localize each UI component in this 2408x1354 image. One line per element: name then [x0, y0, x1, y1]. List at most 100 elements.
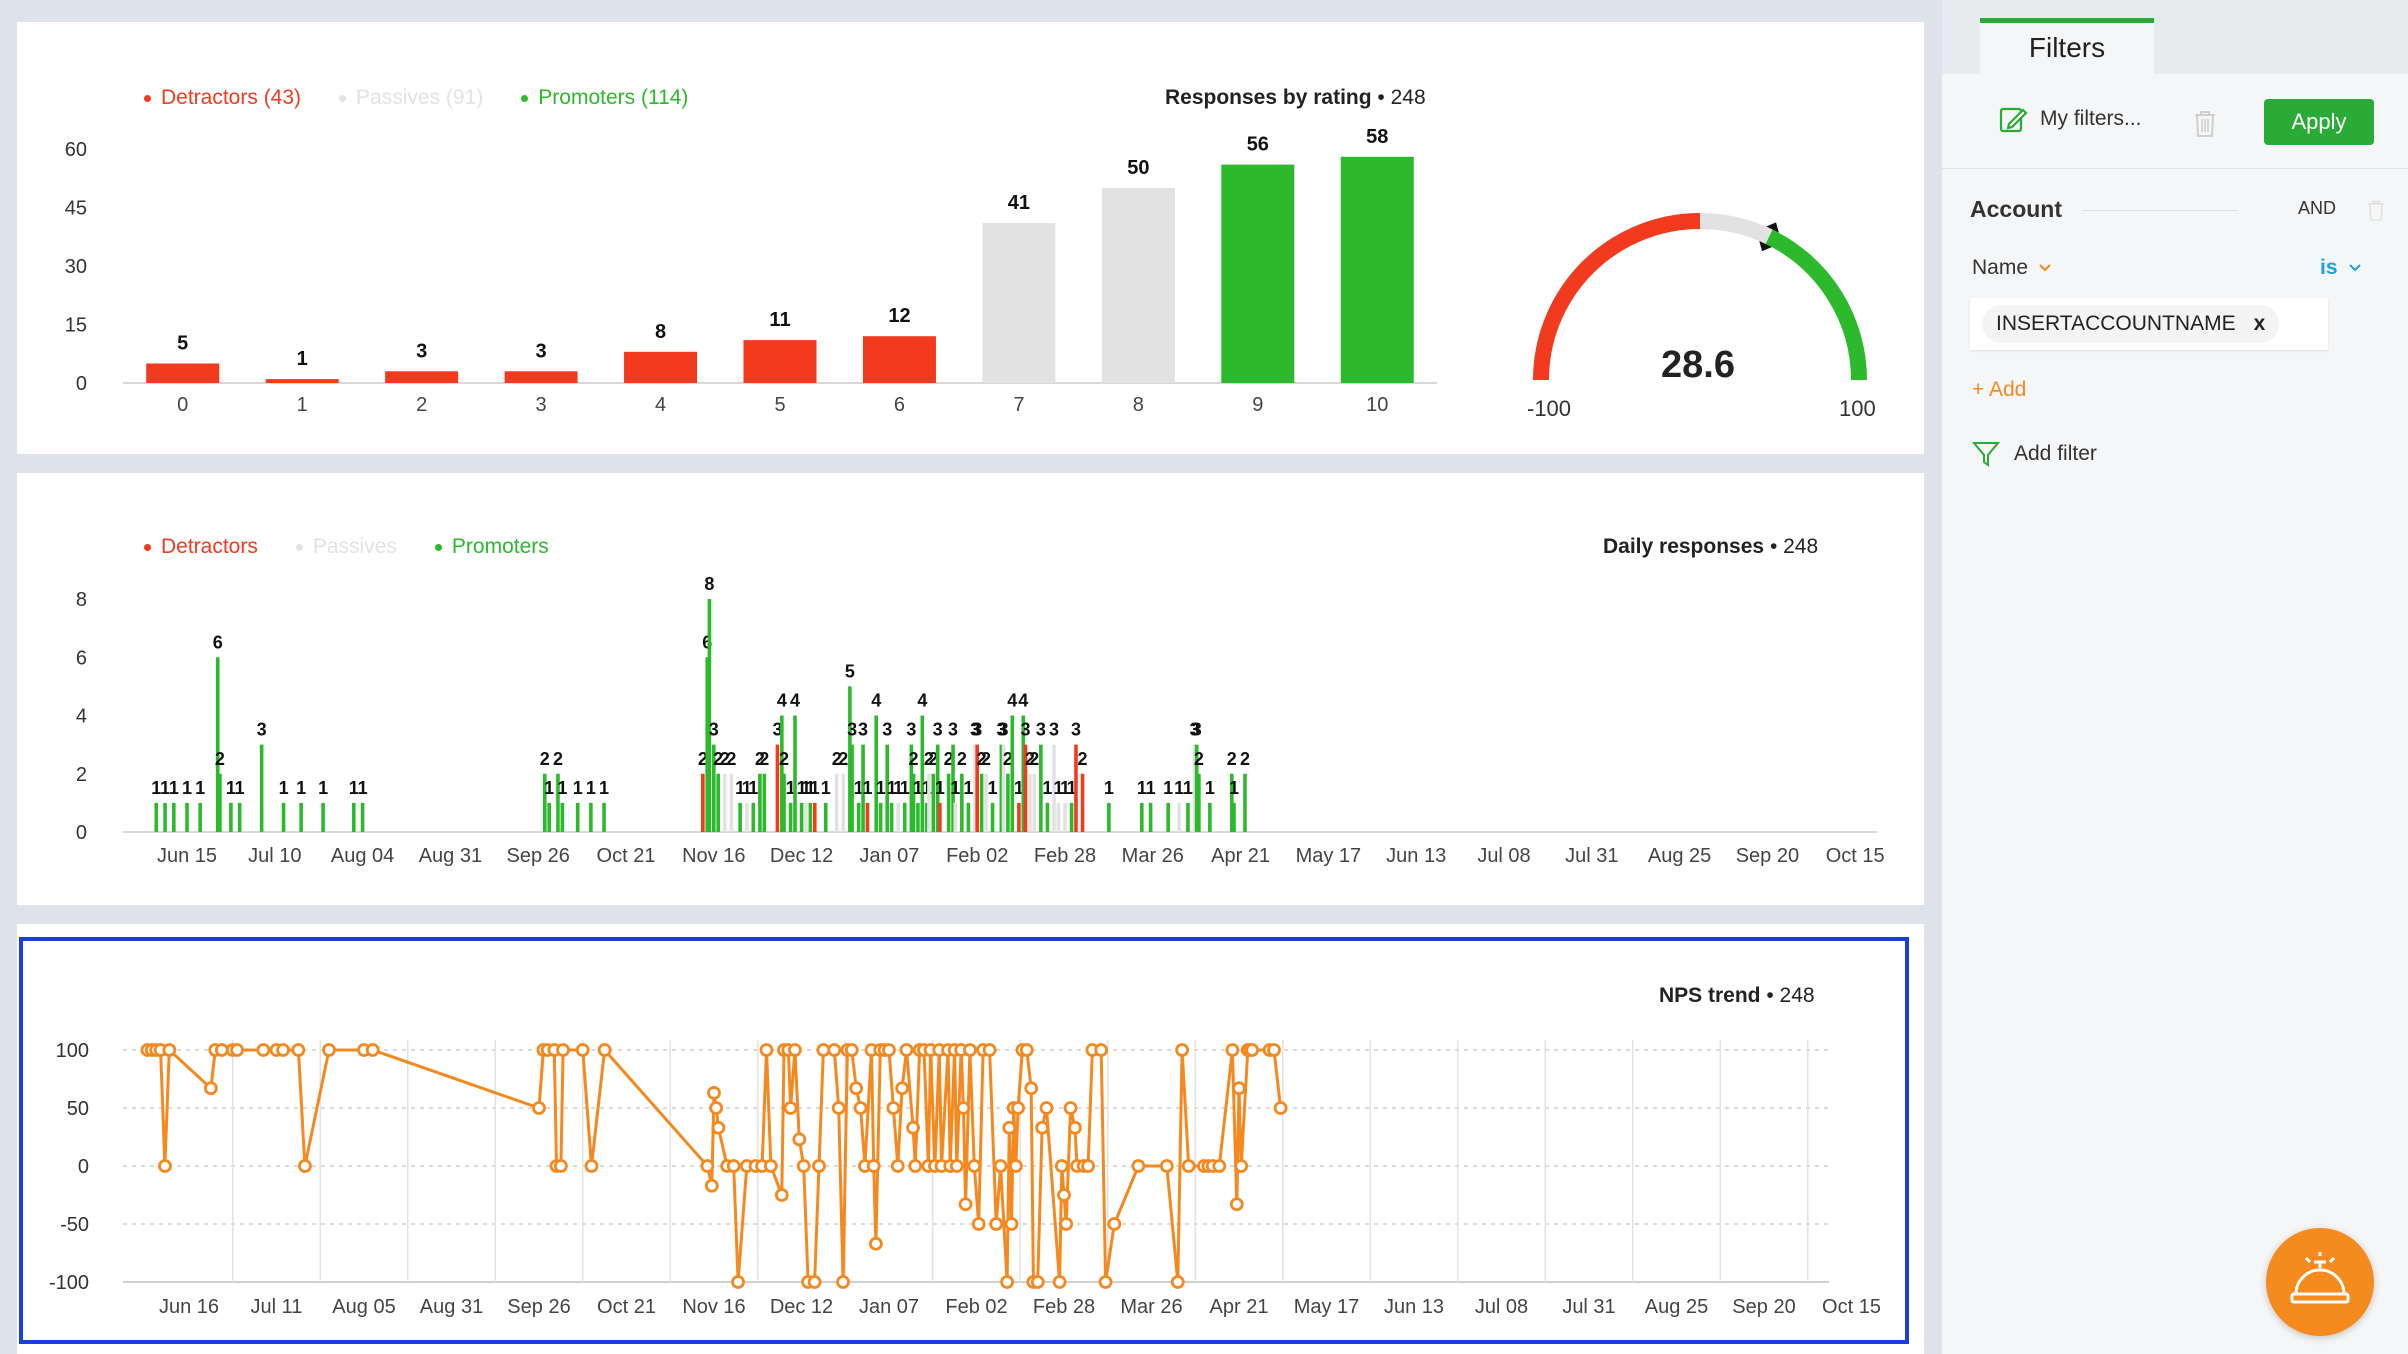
operator-select[interactable]: is — [2320, 256, 2362, 280]
legend-detractors[interactable]: Detractors — [144, 535, 258, 559]
rating-legend: Detractors (43) Passives (91) Promoters … — [144, 86, 688, 110]
daily-bar — [878, 802, 883, 832]
trend-point — [796, 1159, 811, 1173]
apply-button[interactable]: Apply — [2264, 99, 2374, 145]
chevron-down-icon — [2348, 264, 2361, 272]
gauge-value: 28.6 — [1661, 344, 1735, 386]
trend-point — [1011, 1101, 1025, 1115]
trend-point — [1004, 1217, 1019, 1231]
add-value-link[interactable]: + Add — [1972, 378, 2027, 401]
daily-bar — [927, 773, 931, 832]
trend-point — [1081, 1159, 1095, 1173]
chevron-down-icon — [2039, 264, 2051, 272]
trash-icon[interactable] — [2366, 198, 2386, 222]
legend-dot — [434, 543, 442, 551]
trend-count: • 248 — [1766, 984, 1815, 1007]
my-filters-button[interactable]: My filters... — [1998, 104, 2142, 134]
daily-bar-label: 1 — [1137, 778, 1147, 798]
trend-point — [1000, 1275, 1015, 1289]
daily-bar-label: 1 — [742, 778, 752, 798]
gauge-passive-arc — [1699, 213, 1773, 245]
daily-bar — [889, 802, 894, 832]
bar — [146, 363, 220, 383]
daily-bar — [808, 802, 813, 832]
legend-detractors[interactable]: Detractors (43) — [144, 86, 301, 110]
daily-bar — [237, 802, 242, 832]
legend-promoters[interactable]: Promoters (114) — [521, 86, 688, 110]
x-tick-label: May 17 — [1294, 1296, 1360, 1318]
trend-point — [774, 1188, 789, 1202]
legend-promoters[interactable]: Promoters — [434, 535, 549, 559]
daily-bar-label: 6 — [702, 632, 712, 652]
daily-bar-label: 2 — [1029, 749, 1039, 769]
daily-bar — [547, 802, 551, 832]
daily-bar — [712, 744, 716, 832]
and-label[interactable]: AND — [2298, 198, 2337, 218]
daily-bar — [352, 802, 356, 832]
x-tick-label: Oct 21 — [597, 1296, 656, 1318]
trend-point — [844, 1043, 859, 1057]
trend-point — [783, 1101, 798, 1115]
help-button[interactable] — [2266, 1228, 2374, 1336]
x-tick-label: Aug 25 — [1645, 1296, 1708, 1318]
legend-passives[interactable]: Passives — [295, 535, 397, 559]
trend-point — [836, 1275, 850, 1289]
x-tick-label: Jul 11 — [251, 1296, 303, 1318]
x-tick-label: Feb 28 — [1034, 845, 1096, 867]
daily-bar-label: 2 — [1025, 749, 1035, 769]
daily-bar — [1197, 773, 1201, 832]
daily-title: Daily responses • 248 — [1603, 535, 1818, 559]
trend-point — [1234, 1159, 1249, 1173]
y-tick-label: 60 — [65, 139, 87, 161]
daily-bar — [1177, 802, 1181, 832]
trend-point — [1170, 1275, 1185, 1289]
trend-point — [886, 1101, 901, 1115]
daily-bar-label: 2 — [977, 749, 987, 769]
daily-bar-label: 8 — [704, 574, 714, 594]
tab-filters[interactable]: Filters — [1980, 18, 2154, 74]
daily-bar-label: 1 — [801, 778, 811, 798]
daily-bar — [1023, 744, 1028, 832]
trend-point — [158, 1159, 172, 1173]
trend-point — [1273, 1101, 1288, 1115]
daily-bar-label: 2 — [726, 749, 736, 769]
trend-point — [1008, 1159, 1023, 1173]
trend-point — [788, 1043, 802, 1057]
x-tick-label: Sep 20 — [1732, 1296, 1795, 1318]
daily-bar — [758, 773, 762, 832]
daily-bar-label: 1 — [349, 778, 359, 798]
trend-point — [1035, 1120, 1050, 1135]
trend-point — [1059, 1217, 1074, 1231]
trend-point — [868, 1236, 883, 1251]
bar — [982, 223, 1056, 383]
daily-bar-label: 1 — [1174, 778, 1184, 798]
legend-dot — [521, 94, 529, 102]
daily-bar — [1166, 802, 1170, 832]
trend-point — [276, 1043, 290, 1057]
account-heading: Account — [1970, 196, 2062, 222]
trend-point — [162, 1043, 177, 1057]
daily-bar-label: 1 — [358, 778, 368, 798]
daily-bar-label: 2 — [1194, 749, 1204, 769]
legend-dot — [144, 94, 151, 102]
daily-bar-label: 3 — [1192, 720, 1202, 740]
gauge-min-label: -100 — [1527, 396, 1572, 421]
daily-bar — [916, 802, 920, 832]
daily-bar — [738, 802, 742, 832]
filter-value-input[interactable]: INSERTACCOUNTNAME x — [1970, 298, 2328, 350]
chip-remove-button[interactable]: x — [2253, 312, 2266, 335]
legend-passives[interactable]: Passives (91) — [339, 86, 483, 110]
daily-bar — [751, 802, 756, 832]
legend-dot — [295, 543, 303, 551]
name-field-select[interactable]: Name — [1972, 256, 2052, 280]
daily-bar — [966, 802, 971, 832]
legend-label: Detractors (43) — [161, 86, 302, 109]
daily-bar — [780, 715, 784, 832]
daily-bar-label: 2 — [957, 749, 967, 769]
add-filter-button[interactable]: Add filter — [1972, 440, 2097, 468]
daily-bar — [999, 744, 1004, 832]
daily-bar — [1001, 744, 1006, 832]
trash-icon[interactable] — [2192, 108, 2218, 138]
daily-bar-label: 2 — [924, 749, 934, 769]
daily-bar — [775, 744, 780, 832]
